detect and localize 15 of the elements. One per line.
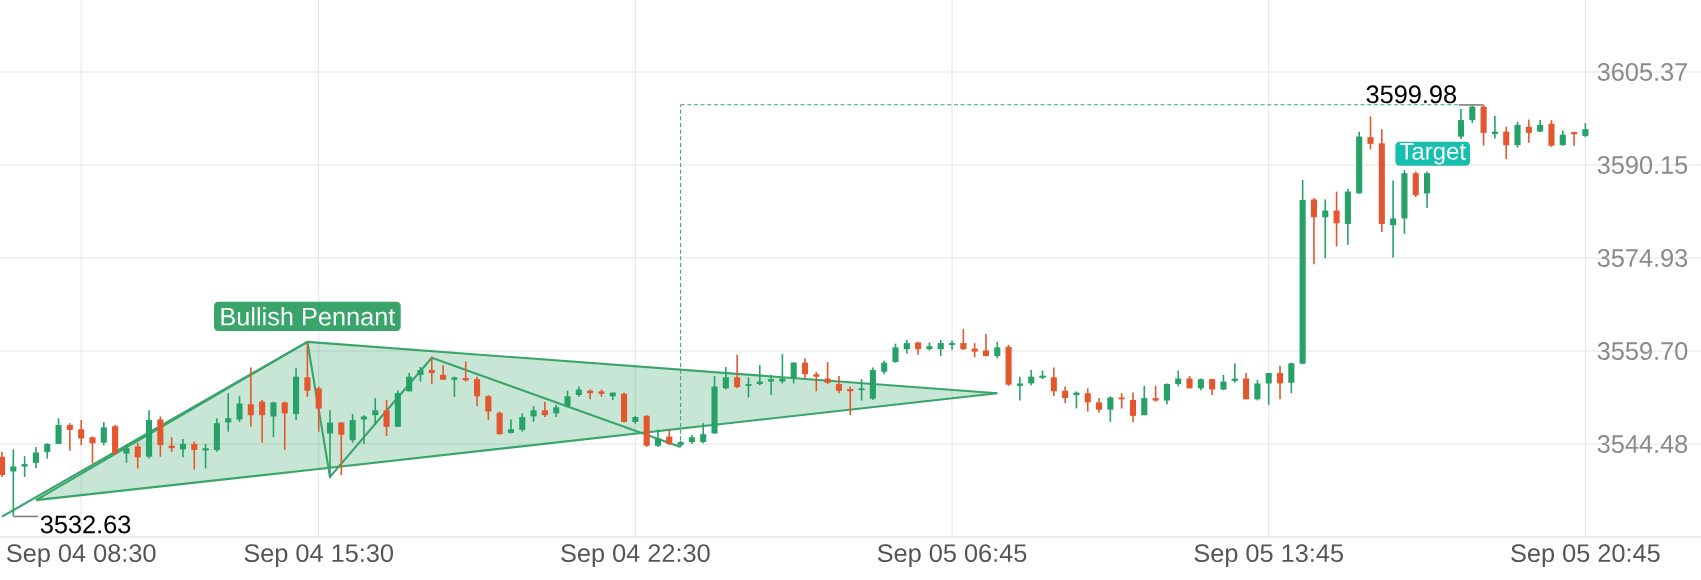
y-tick-label: 3590.15 — [1597, 156, 1688, 174]
annotation: Target — [1399, 143, 1466, 165]
x-tick-label: Sep 04 22:30 — [561, 544, 710, 568]
annotation: Bullish Pennant — [221, 307, 396, 326]
y-tick-label: 3574.93 — [1597, 249, 1688, 267]
annotation: 3599.98 — [1366, 85, 1456, 104]
y-tick-label: 3605.37 — [1597, 63, 1687, 81]
x-tick-label: Sep 04 15:30 — [244, 544, 394, 568]
y-tick-label: 3544.48 — [1597, 435, 1688, 454]
x-tick-label: Sep 04 08:30 — [6, 544, 156, 568]
x-tick-label: Sep 05 06:45 — [877, 544, 1027, 568]
x-tick-label: Sep 05 20:45 — [1511, 544, 1660, 568]
annotation: 3532.63 — [40, 515, 131, 534]
y-tick-label: 3559.70 — [1597, 342, 1688, 361]
x-tick-label: Sep 05 13:45 — [1194, 544, 1343, 568]
